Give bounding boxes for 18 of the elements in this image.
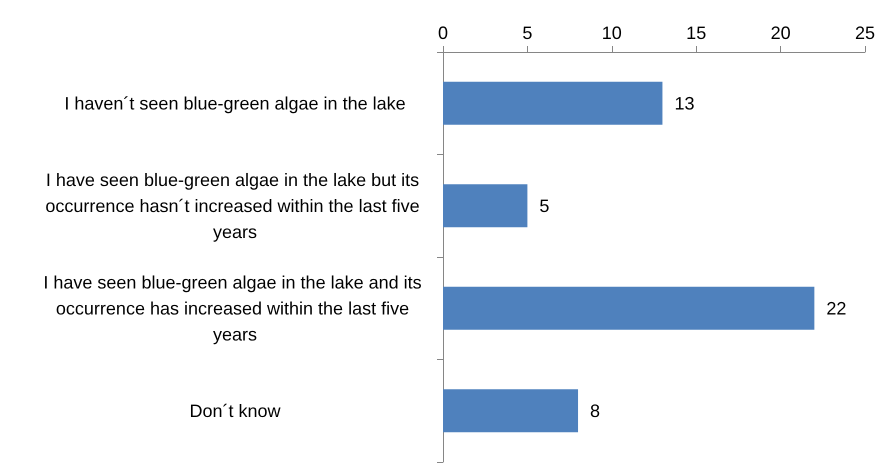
y-tick-label: I have seen blue-green algae in the lake and its occurrence has increased within the last five years xyxy=(43,272,427,344)
bar xyxy=(443,82,662,125)
bar xyxy=(443,286,814,330)
bar xyxy=(443,184,528,228)
x-tick-label: 5 xyxy=(522,23,532,43)
y-tick-label: I have seen blue-green algae in the lake but its occurrence hasn´t increased within the last five years xyxy=(45,170,425,242)
y-tick-label: Don´t know xyxy=(189,400,282,421)
x-tick-label: 10 xyxy=(602,23,622,43)
x-tick-label: 15 xyxy=(686,23,706,43)
x-tick-label: 20 xyxy=(770,23,791,43)
data-label: 8 xyxy=(590,400,600,421)
data-label: 13 xyxy=(674,93,694,114)
bar xyxy=(443,389,578,432)
data-label: 22 xyxy=(826,298,846,318)
x-tick-label: 0 xyxy=(438,23,448,43)
y-tick-label: I haven´t seen blue-green algae in the lake xyxy=(64,93,406,114)
x-tick-label: 25 xyxy=(854,23,876,43)
data-label: 5 xyxy=(539,196,550,216)
